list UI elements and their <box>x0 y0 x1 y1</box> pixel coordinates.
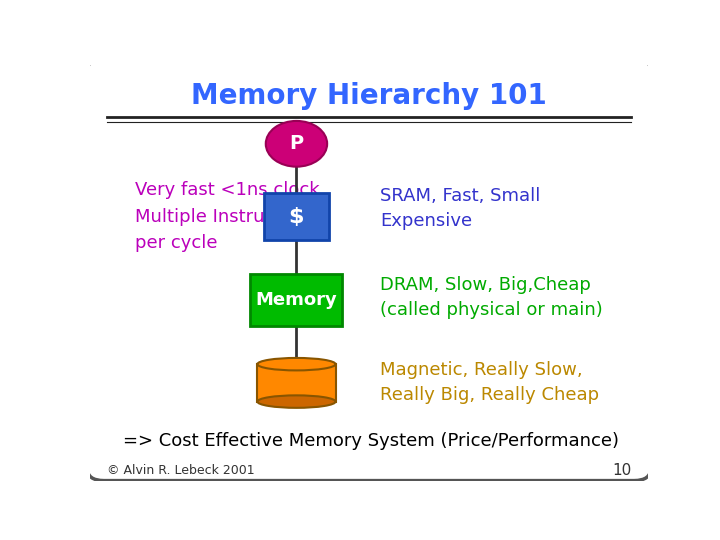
FancyBboxPatch shape <box>251 274 343 326</box>
Text: © Alvin R. Lebeck 2001: © Alvin R. Lebeck 2001 <box>107 464 254 477</box>
Text: Memory: Memory <box>256 291 338 309</box>
Text: Magnetic, Really Slow,
Really Big, Really Cheap: Magnetic, Really Slow, Really Big, Reall… <box>380 361 599 404</box>
Text: => Cost Effective Memory System (Price/Performance): => Cost Effective Memory System (Price/P… <box>124 432 619 450</box>
Ellipse shape <box>258 358 336 370</box>
Text: Memory Hierarchy 101: Memory Hierarchy 101 <box>191 82 547 110</box>
FancyBboxPatch shape <box>87 58 651 481</box>
Text: P: P <box>289 134 304 153</box>
Text: $: $ <box>289 207 305 227</box>
Ellipse shape <box>266 121 327 167</box>
Bar <box>258 364 336 402</box>
Text: 10: 10 <box>612 463 631 478</box>
Text: SRAM, Fast, Small
Expensive: SRAM, Fast, Small Expensive <box>380 187 541 230</box>
Ellipse shape <box>258 395 336 408</box>
Text: DRAM, Slow, Big,Cheap
(called physical or main): DRAM, Slow, Big,Cheap (called physical o… <box>380 276 603 319</box>
Text: Very fast <1ns clock
Multiple Instructions
per cycle: Very fast <1ns clock Multiple Instructio… <box>135 181 319 252</box>
FancyBboxPatch shape <box>264 193 328 240</box>
